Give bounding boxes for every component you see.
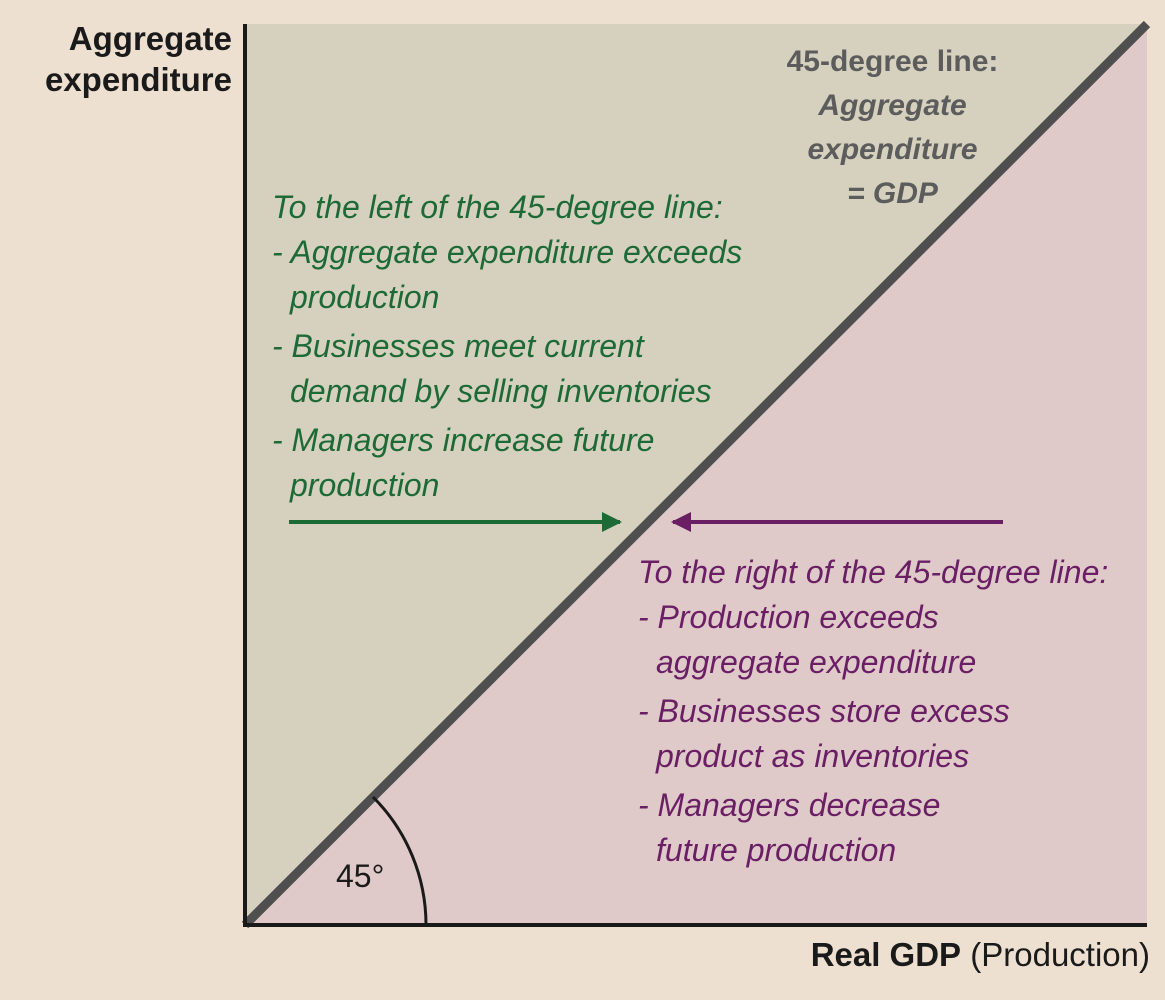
right-point-1-line2: aggregate expenditure (638, 640, 1108, 685)
right-point-3: - Managers decrease future production (638, 783, 1108, 873)
left-point-1: - Aggregate expenditure exceeds producti… (272, 230, 742, 320)
left-region-list: - Aggregate expenditure exceeds producti… (272, 230, 742, 508)
right-point-2-line1: - Businesses store excess (638, 689, 1108, 734)
diagonal-label-title: 45-degree line: (760, 40, 1025, 84)
left-point-3-line2: production (272, 463, 742, 508)
right-point-2: - Businesses store excess product as inv… (638, 689, 1108, 779)
right-region-note: To the right of the 45-degree line: - Pr… (638, 550, 1108, 877)
right-point-1: - Production exceeds aggregate expenditu… (638, 595, 1108, 685)
diagonal-label-line2: Aggregate (760, 84, 1025, 128)
x-axis-label-bold: Real GDP (811, 936, 961, 973)
y-axis-label-line1: Aggregate (10, 18, 232, 59)
diagonal-label: 45-degree line: Aggregate expenditure = … (760, 40, 1025, 216)
left-point-1-line1: - Aggregate expenditure exceeds (272, 230, 742, 275)
left-point-3-line1: - Managers increase future (272, 418, 742, 463)
right-point-3-line2: future production (638, 828, 1108, 873)
x-axis-label: Real GDP (Production) (811, 936, 1150, 974)
diagonal-label-line4: = GDP (760, 172, 1025, 216)
right-point-2-line2: product as inventories (638, 734, 1108, 779)
right-point-3-line1: - Managers decrease (638, 783, 1108, 828)
left-point-2-line1: - Businesses meet current (272, 324, 742, 369)
y-axis-label: Aggregate expenditure (10, 18, 232, 100)
left-point-1-line2: production (272, 275, 742, 320)
diagonal-label-line3: expenditure (760, 128, 1025, 172)
left-region-note: To the left of the 45-degree line: - Agg… (272, 185, 742, 512)
left-point-3: - Managers increase future production (272, 418, 742, 508)
left-point-2-line2: demand by selling inventories (272, 369, 742, 414)
right-point-1-line1: - Production exceeds (638, 595, 1108, 640)
left-point-2: - Businesses meet current demand by sell… (272, 324, 742, 414)
left-region-heading: To the left of the 45-degree line: (272, 185, 742, 230)
y-axis-label-line2: expenditure (10, 59, 232, 100)
right-region-heading: To the right of the 45-degree line: (638, 550, 1108, 595)
angle-label: 45° (336, 858, 384, 895)
right-region-list: - Production exceeds aggregate expenditu… (638, 595, 1108, 873)
x-axis-label-rest: (Production) (961, 936, 1150, 973)
